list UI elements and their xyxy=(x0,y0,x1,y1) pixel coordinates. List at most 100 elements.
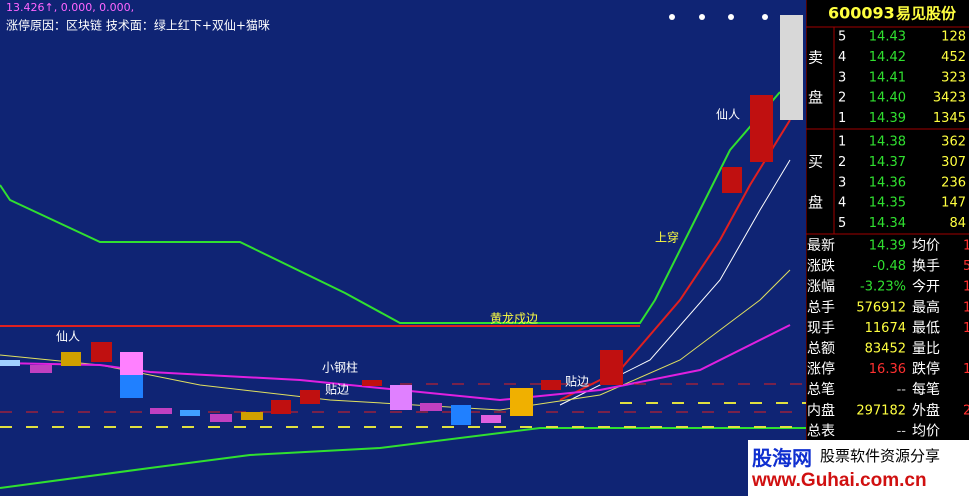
volume: 1345 xyxy=(933,111,966,126)
stat-value: 1 xyxy=(963,300,969,315)
level: 5 xyxy=(838,216,846,231)
price: 14.41 xyxy=(869,70,906,85)
candles xyxy=(0,15,803,425)
volume: 236 xyxy=(941,175,966,190)
stat-value: 576912 xyxy=(856,300,906,315)
volume: 84 xyxy=(949,216,966,231)
green-bottom xyxy=(0,427,806,489)
stat-value: 1 xyxy=(963,239,969,254)
candle xyxy=(271,400,291,414)
annotation: 小钢柱 xyxy=(322,360,358,375)
volume: 362 xyxy=(941,135,966,150)
level: 3 xyxy=(838,70,846,85)
volume: 3423 xyxy=(933,91,966,106)
stat-label: 内盘 xyxy=(807,402,835,419)
stat-label: 每笔 xyxy=(912,382,940,398)
annotations: 仙人 上穿 黄龙戍边 仙人 小钢柱 贴边 贴边 xyxy=(56,108,740,397)
stock-name: 易见股份 xyxy=(896,5,957,23)
candle xyxy=(362,380,382,386)
stat-label: 最高 xyxy=(912,299,940,316)
stat-label: 涨幅 xyxy=(807,279,835,295)
candle xyxy=(510,388,533,416)
stat-label: 涨停 xyxy=(807,361,835,378)
annotation: 仙人 xyxy=(56,330,80,344)
candle xyxy=(451,405,471,425)
stat-value: 14.39 xyxy=(869,239,906,254)
quote-bg xyxy=(806,0,969,496)
volume: 128 xyxy=(941,30,966,45)
buy-label: 盘 xyxy=(808,194,823,212)
chart-panel: 13.426↑, 0.000, 0.000, 涨停原因：区块链 技术面：绿上红下… xyxy=(0,0,806,496)
annotation: 贴边 xyxy=(325,383,349,397)
stock-code: 600093 xyxy=(828,4,895,23)
price: 14.36 xyxy=(869,175,906,190)
candle xyxy=(481,415,501,423)
watermark-brand: 股海网 xyxy=(752,446,812,470)
candle xyxy=(150,408,172,414)
volume: 323 xyxy=(941,70,966,85)
stat-value: 11674 xyxy=(865,321,906,336)
stat-label: 均价 xyxy=(912,238,940,254)
volume: 147 xyxy=(941,196,966,211)
indicator-line: 13.426↑, 0.000, 0.000, xyxy=(6,1,134,14)
stat-value: 297182 xyxy=(856,403,906,418)
level: 2 xyxy=(838,91,846,106)
candle xyxy=(241,412,263,420)
stat-label: 现手 xyxy=(807,320,835,336)
candle xyxy=(722,167,742,193)
watermark: 股海网 股票软件资源分享 www.Guhai.com.cn xyxy=(748,440,969,496)
annotation: 黄龙戍边 xyxy=(490,312,538,326)
price: 14.35 xyxy=(869,196,906,211)
stat-label: 总笔 xyxy=(807,382,835,398)
candle xyxy=(120,375,143,398)
price: 14.37 xyxy=(869,155,906,170)
price: 14.38 xyxy=(869,135,906,150)
stat-value: 2 xyxy=(963,403,969,418)
candle xyxy=(180,410,200,416)
price: 14.42 xyxy=(869,50,906,65)
green-line xyxy=(0,91,781,324)
candle xyxy=(91,342,112,362)
candle xyxy=(600,350,623,385)
stat-label: 今开 xyxy=(912,279,940,295)
stat-value: 1 xyxy=(963,280,969,295)
candle xyxy=(120,352,143,375)
stat-value: 1 xyxy=(963,321,969,336)
stat-label: 最新 xyxy=(807,238,835,254)
stat-label: 均价 xyxy=(912,423,940,439)
stat-value: 1 xyxy=(963,362,969,377)
candle xyxy=(210,414,232,422)
stat-value: 16.36 xyxy=(869,362,906,377)
price: 14.39 xyxy=(869,111,906,126)
price: 14.43 xyxy=(869,30,906,45)
candle xyxy=(420,403,442,411)
marker xyxy=(762,14,768,20)
sell-label: 卖 xyxy=(808,49,823,67)
chart-bg xyxy=(0,0,806,496)
stat-label: 总额 xyxy=(807,341,835,357)
price: 14.40 xyxy=(869,91,906,106)
level: 2 xyxy=(838,155,846,170)
stat-label: 总表 xyxy=(807,423,835,439)
watermark-slogan: 股票软件资源分享 xyxy=(820,447,941,465)
level: 4 xyxy=(838,50,846,65)
level: 1 xyxy=(838,135,846,150)
candle xyxy=(750,95,773,162)
candle xyxy=(30,365,52,373)
annotation: 贴边 xyxy=(565,375,589,389)
stat-value: -0.48 xyxy=(872,259,906,274)
volume: 307 xyxy=(941,155,966,170)
volume: 452 xyxy=(941,50,966,65)
candle xyxy=(0,360,20,366)
level: 1 xyxy=(838,111,846,126)
stat-label: 总手 xyxy=(807,300,835,316)
top-markers xyxy=(669,14,768,20)
candle xyxy=(300,390,320,404)
stat-label: 外盘 xyxy=(912,402,940,419)
stat-label: 换手 xyxy=(912,258,940,275)
marker xyxy=(728,14,734,20)
stat-value: 83452 xyxy=(865,342,906,357)
stat-value: -- xyxy=(897,424,907,439)
